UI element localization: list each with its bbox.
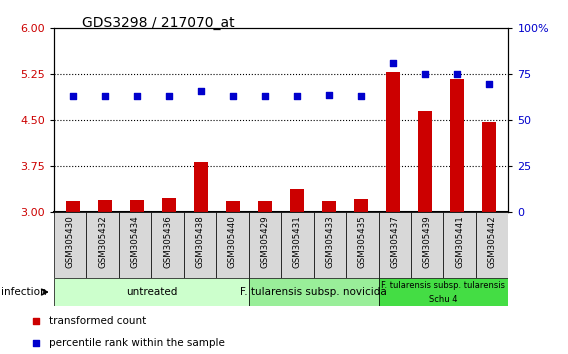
Point (293, 93, 302, 99)
Text: F. tularensis subsp. tularensis: F. tularensis subsp. tularensis (382, 281, 506, 290)
Bar (249, 212, 281, 278)
Bar (54, 278, 249, 306)
Bar (86, 212, 119, 278)
Point (261, 93, 270, 99)
Bar (444, 212, 476, 278)
Bar (226, 201, 240, 212)
Text: untreated: untreated (126, 287, 177, 297)
Text: GSM305433: GSM305433 (325, 216, 335, 268)
Text: GSM305439: GSM305439 (423, 216, 432, 268)
Text: percentile rank within the sample: percentile rank within the sample (49, 338, 225, 348)
Text: infection: infection (1, 287, 47, 297)
Bar (450, 79, 465, 212)
Bar (216, 212, 249, 278)
Text: GSM305440: GSM305440 (228, 216, 237, 268)
Bar (54, 212, 86, 278)
Point (349, 63, 358, 68)
Text: GDS3298 / 217070_at: GDS3298 / 217070_at (82, 16, 235, 30)
Text: GSM305431: GSM305431 (293, 216, 302, 268)
Bar (476, 212, 508, 278)
Point (389, 61, 398, 66)
Bar (354, 199, 369, 212)
Text: GSM305435: GSM305435 (358, 216, 367, 268)
Point (349, 257, 358, 263)
Bar (322, 201, 336, 212)
Text: Schu 4: Schu 4 (429, 296, 458, 304)
Text: transformed count: transformed count (49, 316, 146, 326)
Text: GSM305437: GSM305437 (390, 216, 399, 268)
Point (69, 93, 78, 99)
Text: GSM305434: GSM305434 (131, 216, 140, 268)
Bar (411, 212, 444, 278)
Point (165, 93, 174, 99)
Bar (482, 122, 496, 212)
Text: GSM305441: GSM305441 (455, 216, 464, 268)
Bar (258, 201, 273, 212)
Bar (378, 278, 508, 306)
Bar (418, 111, 432, 212)
Bar (281, 212, 314, 278)
Point (453, 72, 462, 77)
Bar (386, 73, 400, 212)
Bar (98, 200, 112, 212)
Bar (162, 198, 176, 212)
Text: GSM305436: GSM305436 (163, 216, 172, 268)
Bar (66, 201, 80, 212)
Text: GSM305432: GSM305432 (98, 216, 107, 268)
Bar (119, 212, 151, 278)
Bar (151, 212, 184, 278)
Point (421, 72, 430, 77)
Text: GSM305438: GSM305438 (195, 216, 204, 268)
Point (485, 81, 494, 86)
Bar (378, 212, 411, 278)
Bar (130, 200, 144, 212)
Point (325, 92, 334, 97)
Bar (249, 278, 378, 306)
Text: F. tularensis subsp. novicida: F. tularensis subsp. novicida (240, 287, 387, 297)
Point (132, 93, 141, 99)
Bar (346, 212, 378, 278)
Text: GSM305429: GSM305429 (261, 216, 269, 268)
Bar (184, 212, 216, 278)
Bar (194, 162, 208, 212)
Point (101, 93, 110, 99)
Bar (290, 189, 304, 212)
Bar (314, 212, 346, 278)
Text: GSM305442: GSM305442 (488, 216, 496, 268)
Text: GSM305430: GSM305430 (66, 216, 74, 268)
Point (228, 93, 237, 99)
Point (197, 88, 206, 94)
Point (357, 93, 366, 99)
